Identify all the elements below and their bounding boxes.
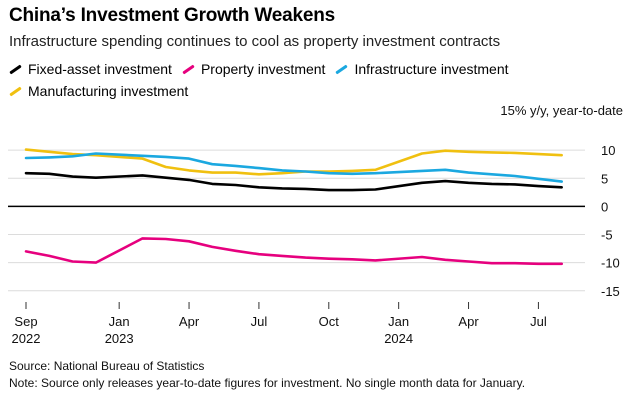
- legend-item: Fixed-asset investment: [9, 60, 172, 79]
- legend-label: Property investment: [200, 61, 326, 77]
- chart-subtitle: Infrastructure spending continues to coo…: [9, 33, 501, 50]
- x-tick-year-label: 2024: [384, 331, 413, 346]
- y-tick-label: 10: [601, 143, 615, 158]
- y-tick-label: 5: [601, 171, 608, 186]
- legend-item: Infrastructure investment: [335, 60, 509, 79]
- x-tick-year-label: 2023: [105, 331, 134, 346]
- legend-label: Fixed-asset investment: [28, 61, 172, 77]
- y-tick-label: -10: [601, 256, 620, 271]
- series-line-fixed-asset-investment: [24, 171, 563, 192]
- x-tick-label: Jan: [109, 314, 130, 329]
- x-tick-year-label: 2022: [12, 331, 41, 346]
- legend-label: Infrastructure investment: [354, 61, 509, 77]
- chart-title: China’s Investment Growth Weakens: [9, 5, 335, 26]
- legend: Fixed-asset investment Property investmen…: [9, 57, 609, 101]
- y-tick-label: -5: [601, 228, 613, 243]
- legend-item: Property investment: [182, 60, 326, 79]
- source-note: Source: National Bureau of Statistics: [9, 359, 205, 373]
- footnote: Note: Source only releases year-to-date …: [9, 376, 526, 390]
- x-tick-label: Oct: [319, 314, 340, 329]
- x-tick-label: Apr: [458, 314, 479, 329]
- x-tick-label: Apr: [179, 314, 200, 329]
- y-tick-label: 0: [601, 199, 608, 214]
- x-tick-label: Sep: [14, 314, 37, 329]
- series-line-property-investment: [24, 237, 563, 266]
- x-tick-label: Jul: [530, 314, 547, 329]
- x-tick-label: Jan: [388, 314, 409, 329]
- series-line-manufacturing-investment: [24, 148, 563, 176]
- series-line-infrastructure-investment: [24, 152, 563, 183]
- legend-item: Manufacturing investment: [9, 82, 188, 101]
- x-tick-label: Jul: [251, 314, 268, 329]
- legend-label: Manufacturing investment: [28, 83, 189, 99]
- y-tick-label: -15: [601, 284, 620, 299]
- y-axis-unit-label: 15% y/y, year-to-date: [500, 103, 623, 118]
